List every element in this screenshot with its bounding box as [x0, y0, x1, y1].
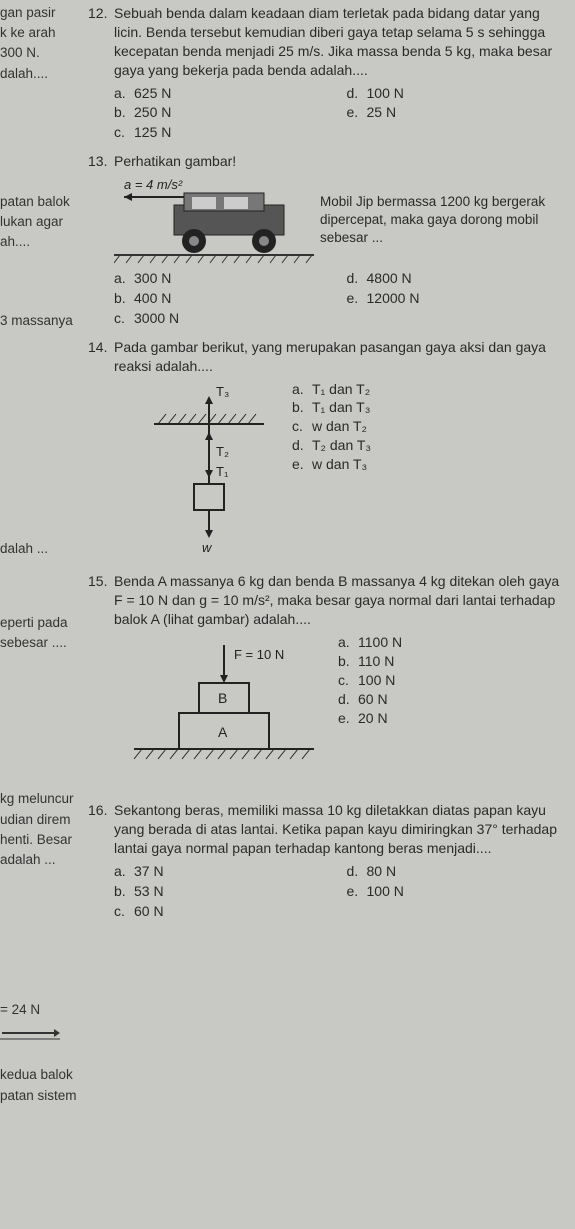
option-c: c.100 N	[338, 671, 402, 690]
fragment: lukan agar	[0, 213, 82, 231]
svg-text:B: B	[218, 690, 227, 706]
option-a: a.1100 N	[338, 633, 402, 652]
question-stem: Sebuah benda dalam keadaan diam terletak…	[114, 4, 567, 80]
option-e: e.w dan T₃	[292, 455, 371, 474]
question-number: 12.	[88, 4, 114, 142]
option-e: e.20 N	[338, 709, 402, 728]
figure-caption: Mobil Jip bermassa 1200 kg bergerak dipe…	[320, 193, 567, 248]
question-13: 13. Perhatikan gambar! a = 4 m/s²	[88, 152, 567, 328]
fragment: henti. Besar	[0, 831, 82, 849]
question-stem: Sekantong beras, memiliki massa 10 kg di…	[114, 801, 567, 858]
options-14: a.T₁ dan T₂ b.T₁ dan T₃ c.w dan T₂ d.T₂ …	[292, 380, 371, 563]
svg-text:w: w	[202, 540, 213, 554]
fragment: udian direm	[0, 811, 82, 829]
option-b: b.110 N	[338, 652, 402, 671]
fragment: 3 massanya	[0, 312, 82, 330]
options-15: a.1100 N b.110 N c.100 N d.60 N e.20 N	[338, 633, 402, 791]
fragment: dalah....	[0, 65, 82, 83]
jeep-icon: a = 4 m/s²	[114, 175, 314, 265]
left-column-fragments: gan pasir k ke arah 300 N. dalah.... pat…	[0, 4, 88, 1107]
option-b: b.400 N	[114, 289, 335, 308]
option-c: c.3000 N	[114, 309, 335, 328]
svg-text:T₃: T₃	[216, 384, 229, 399]
question-number: 15.	[88, 572, 114, 791]
question-number: 13.	[88, 152, 114, 328]
option-d: d.100 N	[347, 84, 568, 103]
svg-text:T₁: T₁	[216, 464, 229, 479]
svg-text:F = 10 N: F = 10 N	[234, 647, 284, 662]
option-b: b.T₁ dan T₃	[292, 398, 371, 417]
fragment: sebesar ....	[0, 634, 82, 652]
fragment: patan balok	[0, 193, 82, 211]
option-a: a.300 N	[114, 269, 335, 288]
figure-15: F = 10 N B A	[114, 637, 324, 787]
question-14: 14. Pada gambar berikut, yang merupakan …	[88, 338, 567, 563]
fragment: dalah ...	[0, 540, 82, 558]
question-stem: Perhatikan gambar!	[114, 152, 567, 171]
option-a: a.37 N	[114, 862, 335, 881]
fragment: adalah ...	[0, 851, 82, 869]
option-c: c.60 N	[114, 902, 335, 921]
option-a: a.T₁ dan T₂	[292, 380, 371, 399]
fragment: kg meluncur	[0, 790, 82, 808]
question-12: 12. Sebuah benda dalam keadaan diam terl…	[88, 4, 567, 142]
option-c: c.w dan T₂	[292, 417, 371, 436]
option-e: e.25 N	[347, 103, 568, 122]
option-d: d.80 N	[347, 862, 568, 881]
option-e: e.100 N	[347, 882, 568, 901]
arrow-icon	[0, 1026, 60, 1040]
question-number: 14.	[88, 338, 114, 563]
figure-13: a = 4 m/s²	[114, 175, 567, 265]
option-d: d.T₂ dan T₃	[292, 436, 371, 455]
question-stem: Pada gambar berikut, yang merupakan pasa…	[114, 338, 567, 376]
fragment: eperti pada	[0, 614, 82, 632]
option-a: a.625 N	[114, 84, 335, 103]
option-e: e.12000 N	[347, 289, 568, 308]
option-c: c.125 N	[114, 123, 335, 142]
fragment: patan sistem	[0, 1087, 82, 1105]
question-number: 16.	[88, 801, 114, 920]
fragment: gan pasir	[0, 4, 82, 22]
fragment: 300 N.	[0, 44, 82, 62]
fragment: k ke arah	[0, 24, 82, 42]
questions-column: 12. Sebuah benda dalam keadaan diam terl…	[88, 4, 567, 1107]
fragment: = 24 N	[0, 1001, 82, 1019]
svg-text:A: A	[218, 724, 228, 740]
fragment: ah....	[0, 233, 82, 251]
fragment: kedua balok	[0, 1066, 82, 1084]
question-stem: Benda A massanya 6 kg dan benda B massan…	[114, 572, 567, 629]
accel-label: a = 4 m/s²	[124, 177, 183, 192]
option-d: d.4800 N	[347, 269, 568, 288]
option-b: b.53 N	[114, 882, 335, 901]
figure-14: T₃	[144, 384, 274, 559]
svg-text:T₂: T₂	[216, 444, 229, 459]
page: gan pasir k ke arah 300 N. dalah.... pat…	[0, 0, 575, 1111]
question-16: 16. Sekantong beras, memiliki massa 10 k…	[88, 801, 567, 920]
option-b: b.250 N	[114, 103, 335, 122]
question-15: 15. Benda A massanya 6 kg dan benda B ma…	[88, 572, 567, 791]
option-d: d.60 N	[338, 690, 402, 709]
